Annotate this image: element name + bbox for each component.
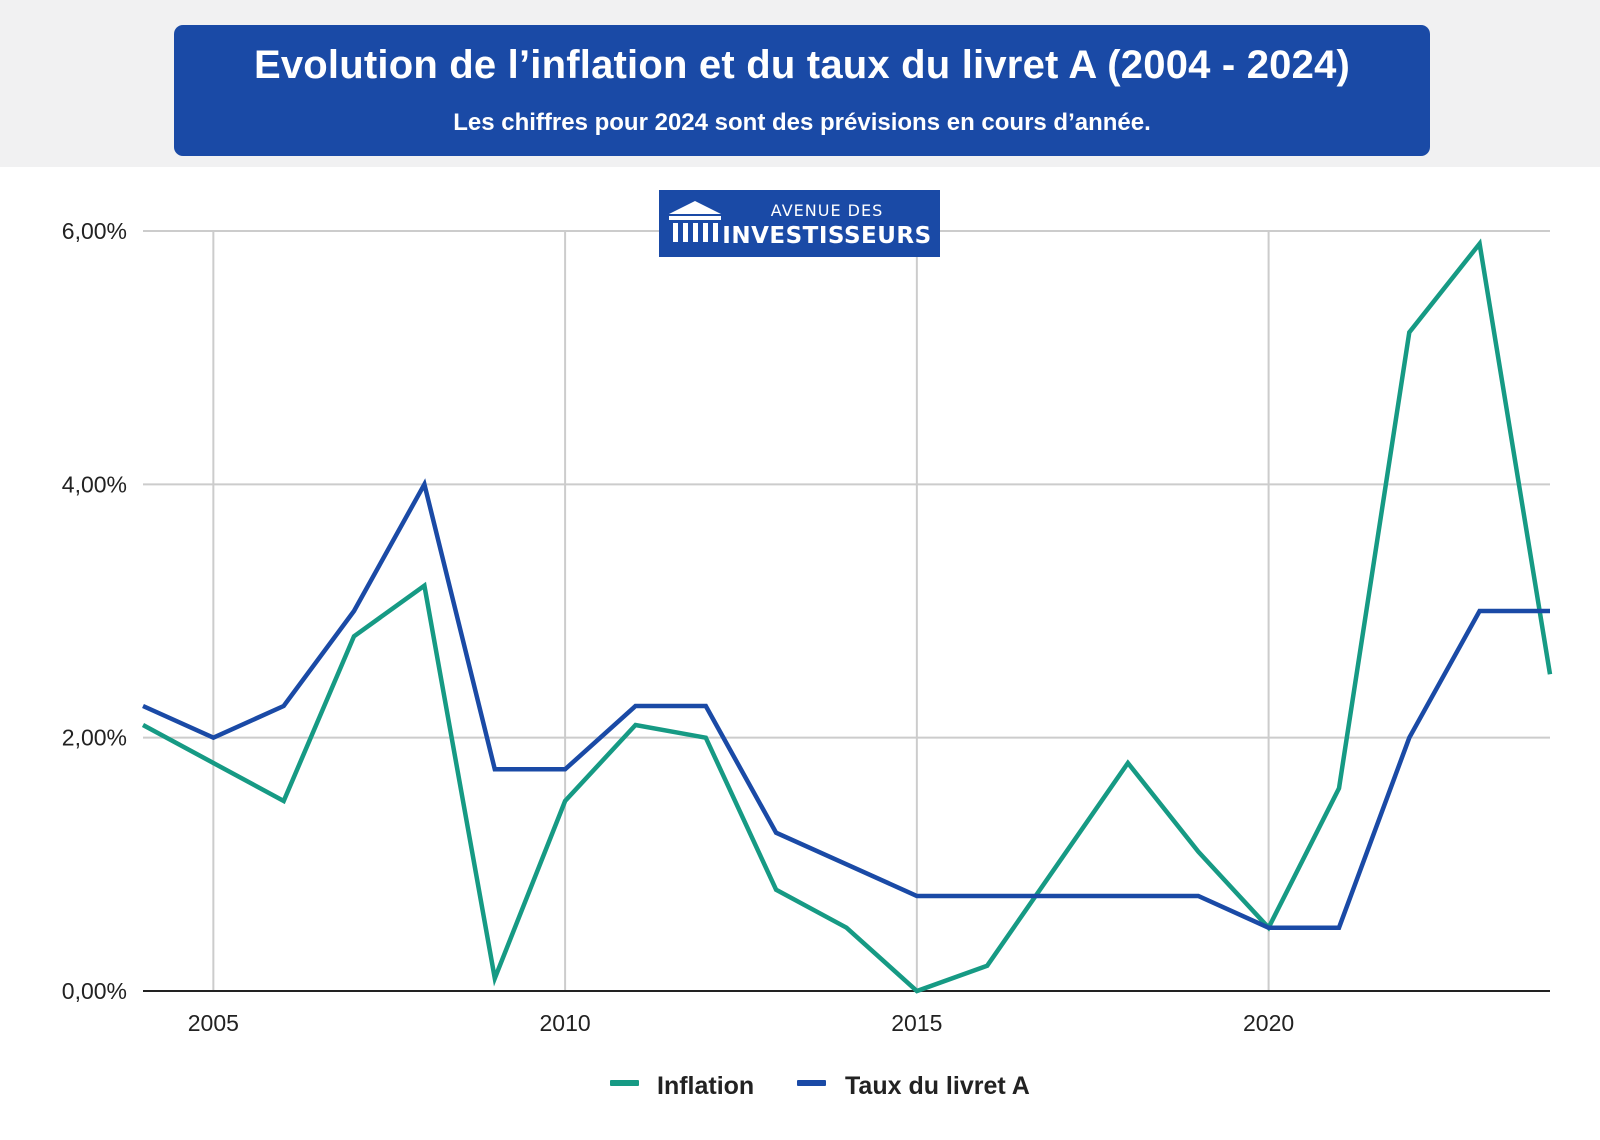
x-tick-label: 2005 <box>188 1010 239 1036</box>
legend: Inflation Taux du livret A <box>610 1072 1030 1100</box>
x-tick-label: 2015 <box>891 1010 942 1036</box>
series-lines <box>141 238 1553 994</box>
x-tick-label: 2020 <box>1243 1010 1294 1036</box>
x-tick-label: 2010 <box>540 1010 591 1036</box>
bank-building-icon <box>669 201 721 242</box>
legend-swatch <box>610 1080 639 1086</box>
legend-item-inflation: Inflation <box>610 1072 754 1100</box>
x-axis-ticks: 2005 2010 2015 2020 <box>188 1010 1294 1036</box>
gridlines <box>143 230 1550 991</box>
chart-title: Evolution de l’inflation et du taux du l… <box>253 43 1351 87</box>
y-tick-label: 4,00% <box>62 471 127 497</box>
y-axis-ticks: 0,00% 2,00% 4,00% 6,00% <box>62 218 127 1004</box>
legend-swatch <box>797 1080 826 1086</box>
y-tick-label: 6,00% <box>62 218 127 244</box>
y-tick-label: 0,00% <box>62 978 127 1004</box>
logo-line1: AVENUE DES <box>771 201 883 220</box>
y-tick-label: 2,00% <box>62 725 127 751</box>
logo-line2: INVESTISSEURS <box>722 223 931 249</box>
legend-label: Inflation <box>657 1072 754 1100</box>
legend-item-livret-a: Taux du livret A <box>797 1072 1030 1100</box>
series-line-inflation <box>141 238 1553 994</box>
legend-label: Taux du livret A <box>845 1072 1030 1100</box>
series-line-livret-a <box>142 478 1550 930</box>
title-banner: Evolution de l’inflation et du taux du l… <box>174 25 1430 156</box>
chart-subtitle: Les chiffres pour 2024 sont des prévisio… <box>453 109 1151 136</box>
logo: AVENUE DES INVESTISSEURS <box>659 190 940 257</box>
